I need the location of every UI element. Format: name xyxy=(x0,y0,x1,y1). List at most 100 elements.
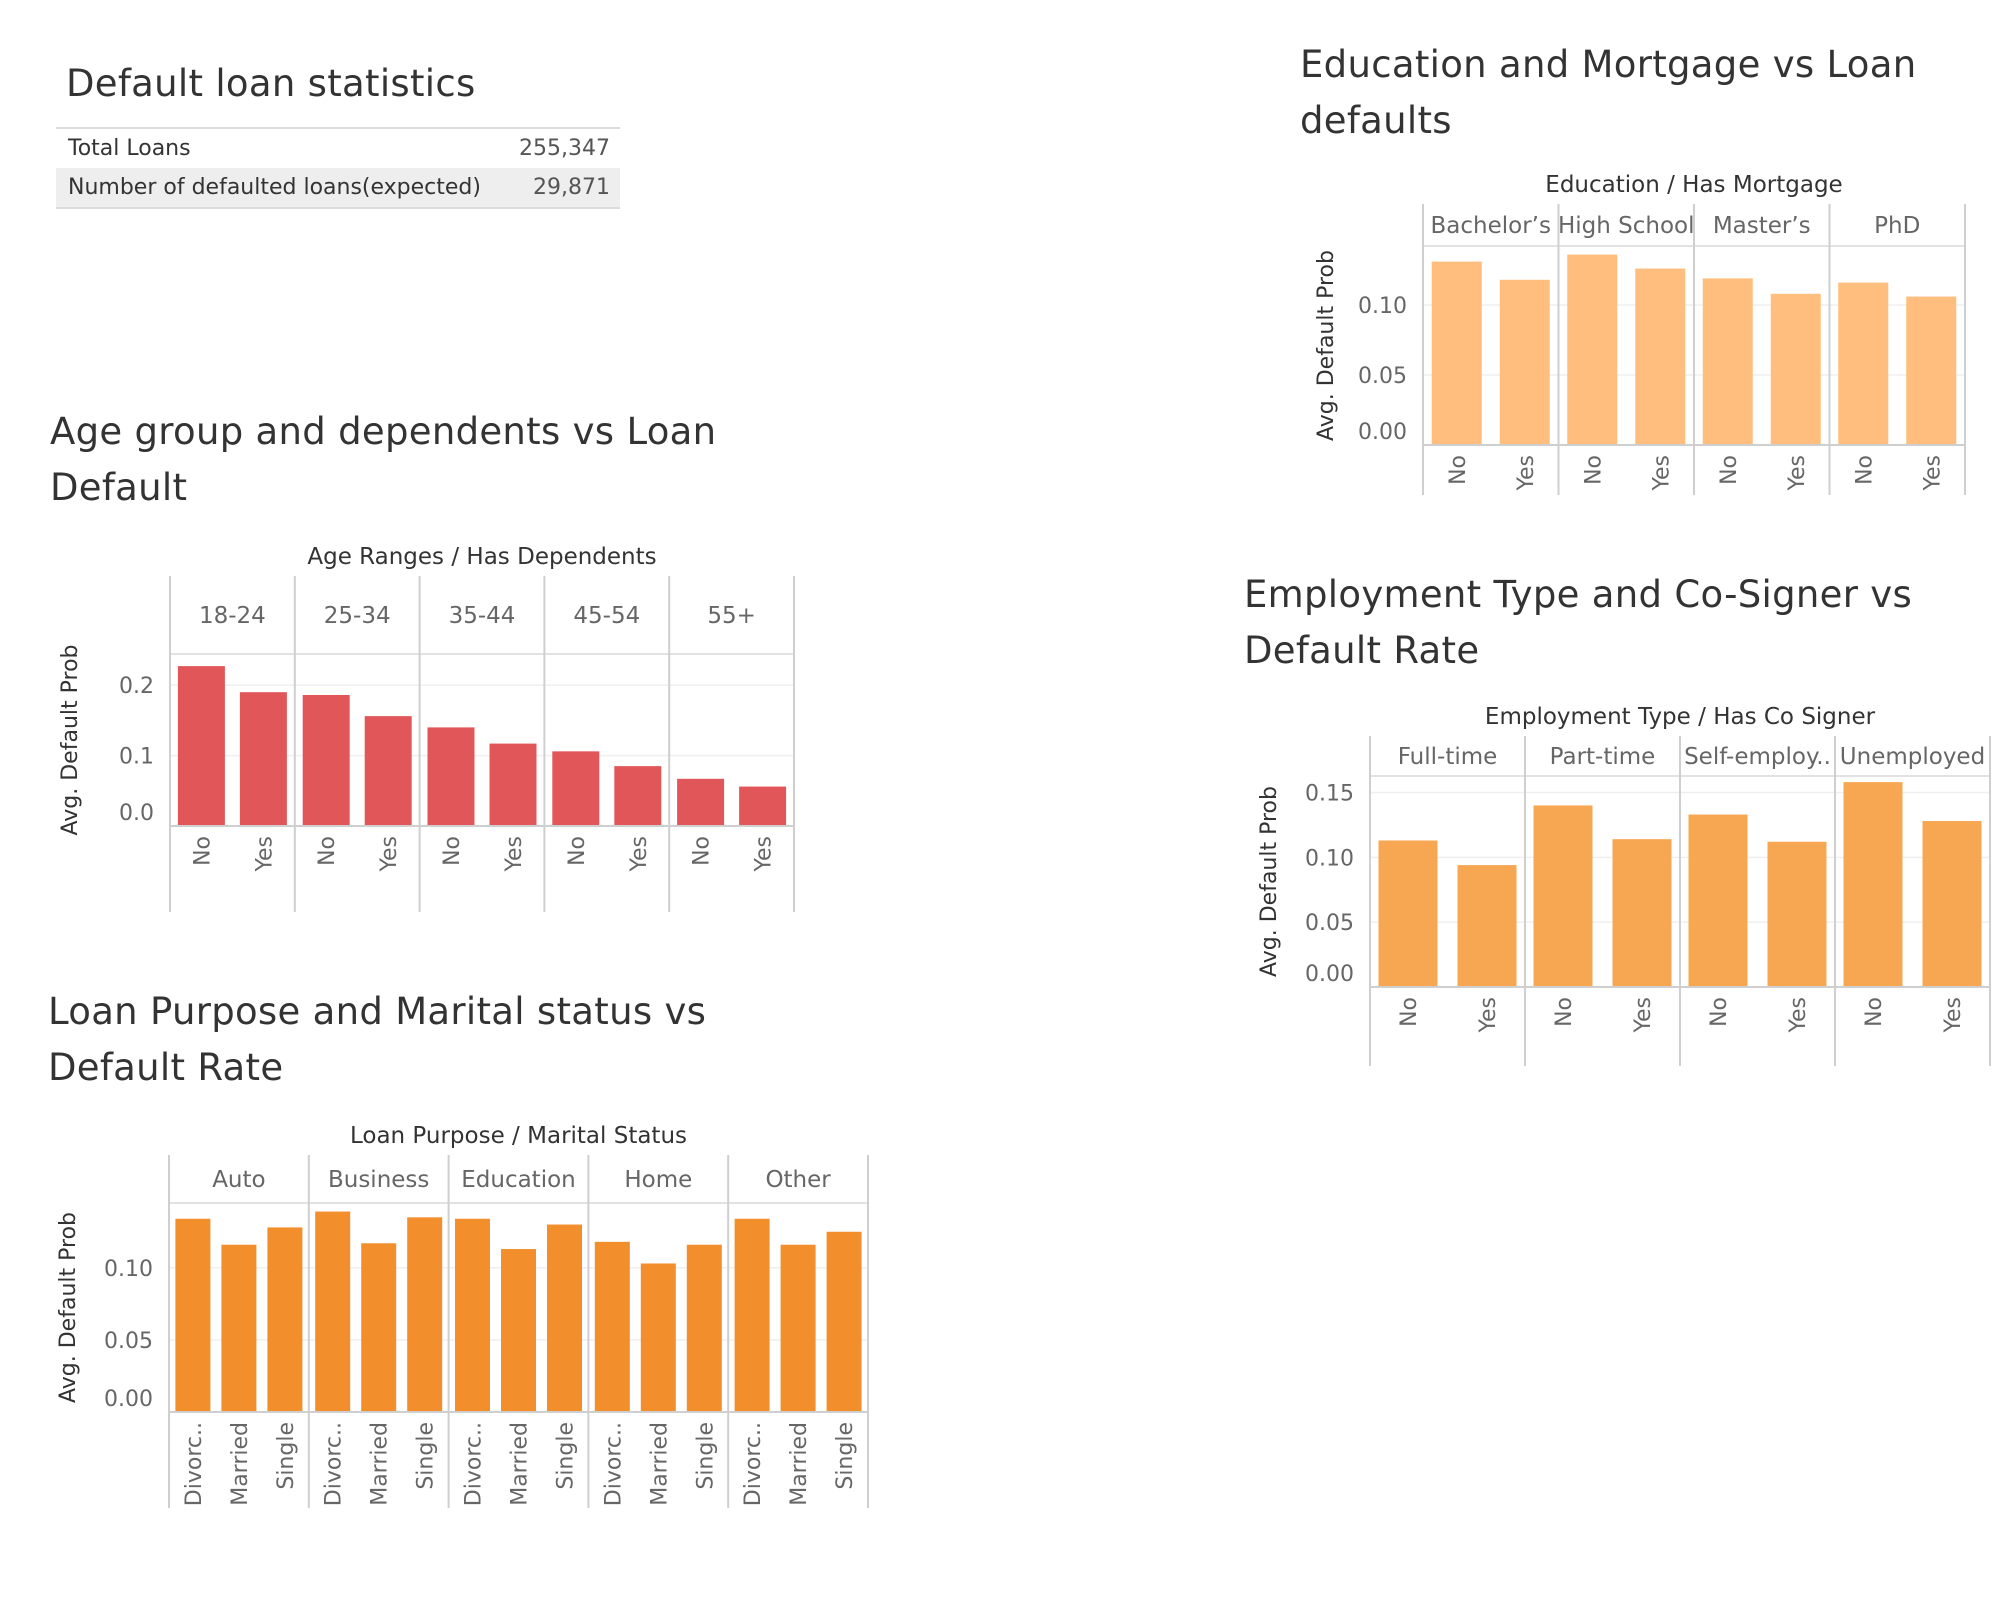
education-bar-0-1 xyxy=(1499,279,1550,445)
education-group-label: High School xyxy=(1558,213,1695,239)
purpose-subcategory-label: Divorc.. xyxy=(182,1422,207,1506)
purpose-section-title: Loan Purpose and Marital status vs Defau… xyxy=(48,990,707,1089)
age-subcategory-label: No xyxy=(565,836,590,866)
employment-header-left: Employment Type xyxy=(1485,704,1691,730)
employment-y-tick-label: 0.15 xyxy=(1305,781,1354,806)
employment-bar-2-1 xyxy=(1767,841,1827,987)
education-bar-0-0 xyxy=(1431,261,1482,445)
age-group-label: 25-34 xyxy=(324,603,391,629)
stats-value-total-loans: 255,347 xyxy=(503,127,620,168)
age-y-tick-label: 0.2 xyxy=(119,674,154,699)
purpose-group-label: Home xyxy=(624,1167,692,1193)
education-subcategory-label: Yes xyxy=(1649,455,1674,492)
age-header-right: Has Dependents xyxy=(466,544,656,570)
purpose-subcategory-label: Married xyxy=(368,1422,393,1506)
purpose-bar-1-0 xyxy=(315,1211,351,1412)
employment-subcategory-label: No xyxy=(1397,997,1422,1027)
purpose-subcategory-label: Divorc.. xyxy=(462,1422,487,1506)
employment-bar-2-0 xyxy=(1688,814,1748,987)
purpose-y-axis-label: Avg. Default Prob xyxy=(56,1212,81,1403)
age-subcategory-label: Yes xyxy=(377,836,402,873)
age-group-label: 55+ xyxy=(707,603,756,629)
education-group-label: Bachelor’s xyxy=(1431,213,1551,239)
stats-row-total-loans: Total Loans 255,347 xyxy=(56,127,620,168)
education-header-sep: / xyxy=(1660,172,1682,198)
education-bar-1-0 xyxy=(1567,254,1618,445)
purpose-bar-1-2 xyxy=(407,1217,443,1412)
age-y-axis-label: Avg. Default Prob xyxy=(58,645,83,836)
education-y-tick-label: 0.00 xyxy=(1358,420,1407,445)
purpose-bar-3-0 xyxy=(594,1241,630,1412)
education-subcategory-label: No xyxy=(1852,455,1877,485)
purpose-bar-0-0 xyxy=(175,1218,211,1412)
education-y-tick-label: 0.05 xyxy=(1358,364,1407,389)
purpose-subcategory-label: Single xyxy=(693,1422,718,1490)
purpose-bar-0-2 xyxy=(267,1227,303,1412)
employment-header-title: Employment Type / Has Co Signer xyxy=(1485,704,1876,730)
education-bar-2-1 xyxy=(1770,293,1821,445)
purpose-header-sep: / xyxy=(505,1123,527,1149)
education-header-right: Has Mortgage xyxy=(1682,172,1843,198)
age-subcategory-label: Yes xyxy=(502,836,527,873)
purpose-bar-0-1 xyxy=(221,1244,257,1412)
purpose-bar-2-0 xyxy=(455,1218,490,1412)
purpose-y-tick-label: 0.05 xyxy=(104,1329,153,1354)
age-header-title: Age Ranges / Has Dependents xyxy=(307,544,656,570)
education-subcategory-label: Yes xyxy=(1920,455,1945,492)
education-subcategory-label: No xyxy=(1717,455,1742,485)
employment-bar-3-0 xyxy=(1843,782,1903,987)
education-bar-3-1 xyxy=(1906,296,1957,445)
employment-bar-3-1 xyxy=(1922,821,1982,987)
age-bar-4-1 xyxy=(739,786,787,826)
education-section-title: Education and Mortgage vs Loan defaults xyxy=(1300,43,1917,142)
employment-header-sep: / xyxy=(1691,704,1713,730)
employment-subcategory-label: Yes xyxy=(1631,997,1656,1034)
purpose-bar-4-1 xyxy=(780,1244,816,1412)
employment-group-label: Unemployed xyxy=(1840,744,1985,770)
employment-subcategory-label: No xyxy=(1552,997,1577,1027)
purpose-subcategory-label: Divorc.. xyxy=(601,1422,626,1506)
employment-subcategory-label: Yes xyxy=(1476,997,1501,1034)
age-header-left: Age Ranges xyxy=(307,544,444,570)
purpose-bar-4-0 xyxy=(734,1218,770,1412)
purpose-subcategory-label: Married xyxy=(508,1422,533,1506)
age-bar-3-0 xyxy=(552,751,600,826)
stats-label-defaulted-loans: Number of defaulted loans(expected) xyxy=(56,168,504,209)
stats-row-defaulted-loans: Number of defaulted loans(expected) 29,8… xyxy=(56,168,620,209)
employment-subcategory-label: Yes xyxy=(1941,997,1966,1034)
age-subcategory-label: No xyxy=(315,836,340,866)
purpose-subcategory-label: Single xyxy=(414,1422,439,1490)
stats-value-defaulted-loans: 29,871 xyxy=(503,168,620,209)
employment-y-tick-label: 0.00 xyxy=(1305,962,1354,987)
education-bar-1-1 xyxy=(1635,268,1686,445)
purpose-group-label: Business xyxy=(328,1167,429,1193)
purpose-y-tick-label: 0.10 xyxy=(104,1257,153,1282)
age-bar-4-0 xyxy=(677,778,725,826)
purpose-group-label: Auto xyxy=(212,1167,265,1193)
age-subcategory-label: No xyxy=(440,836,465,866)
employment-bar-1-1 xyxy=(1612,839,1672,987)
employment-section-title: Employment Type and Co-Signer vs Default… xyxy=(1244,573,1913,672)
employment-subcategory-label: No xyxy=(1862,997,1887,1027)
purpose-bar-3-2 xyxy=(686,1244,722,1412)
purpose-subcategory-label: Married xyxy=(228,1422,253,1506)
purpose-subcategory-label: Divorc.. xyxy=(322,1422,347,1506)
purpose-bar-4-2 xyxy=(826,1231,862,1412)
purpose-subcategory-label: Divorc.. xyxy=(741,1422,766,1506)
age-group-label: 18-24 xyxy=(199,603,266,629)
employment-y-axis-label: Avg. Default Prob xyxy=(1257,786,1282,977)
age-subcategory-label: No xyxy=(690,836,715,866)
age-subcategory-label: Yes xyxy=(752,836,777,873)
age-bar-1-0 xyxy=(302,694,350,826)
education-header-left: Education xyxy=(1545,172,1660,198)
employment-y-tick-label: 0.05 xyxy=(1305,911,1354,936)
education-subcategory-label: Yes xyxy=(1514,455,1539,492)
education-bar-3-0 xyxy=(1838,282,1889,445)
purpose-subcategory-label: Single xyxy=(833,1422,858,1490)
education-subcategory-label: No xyxy=(1446,455,1471,485)
purpose-header-title: Loan Purpose / Marital Status xyxy=(350,1123,687,1149)
employment-group-label: Self-employ.. xyxy=(1684,744,1831,770)
